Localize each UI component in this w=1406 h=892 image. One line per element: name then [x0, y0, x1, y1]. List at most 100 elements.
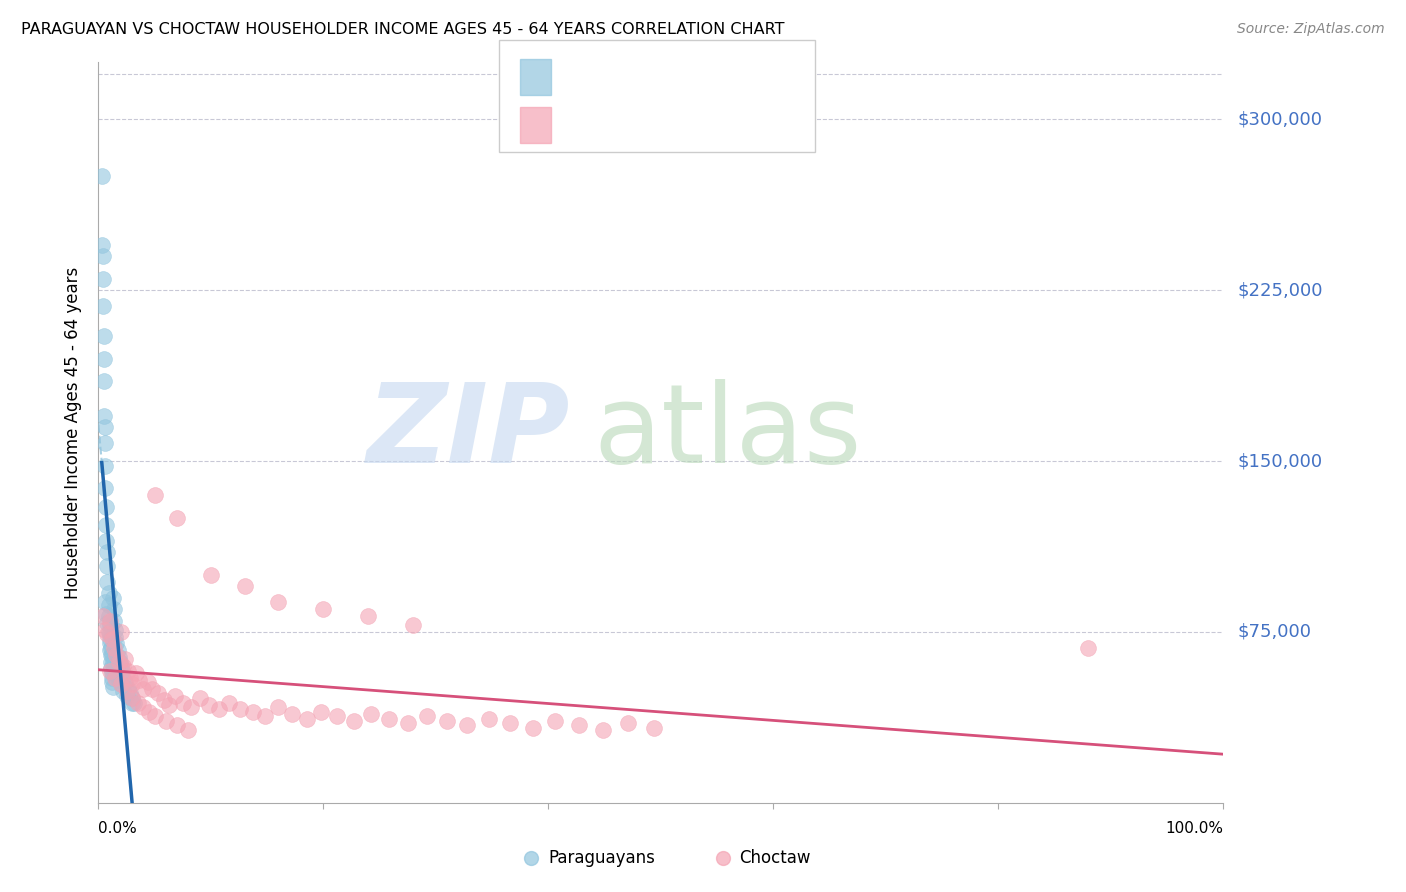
Point	[98, 627, 121, 641]
Point	[96, 545, 118, 559]
Point	[177, 723, 200, 737]
Point	[105, 636, 128, 650]
Point	[101, 675, 124, 690]
Point	[132, 700, 155, 714]
Point	[110, 659, 132, 673]
Point	[104, 671, 127, 685]
Point	[94, 482, 117, 496]
Point	[267, 700, 290, 714]
Point	[121, 696, 143, 710]
Point	[115, 689, 138, 703]
Point	[101, 655, 124, 669]
Point	[101, 648, 124, 662]
Point	[110, 677, 132, 691]
Text: $150,000: $150,000	[1237, 452, 1322, 470]
Point	[396, 716, 419, 731]
Point	[98, 614, 121, 628]
Point	[118, 686, 141, 700]
Point	[402, 618, 425, 632]
Point	[544, 714, 567, 728]
Point	[101, 665, 124, 680]
Point	[197, 698, 219, 712]
Point	[326, 709, 349, 723]
Point	[281, 706, 304, 721]
Point	[643, 721, 665, 735]
Point	[267, 595, 290, 609]
Point	[114, 675, 136, 690]
Text: atlas: atlas	[593, 379, 862, 486]
Point	[233, 579, 256, 593]
Point	[208, 702, 231, 716]
Point	[617, 716, 640, 731]
Point	[295, 712, 318, 726]
Point	[146, 686, 169, 700]
Point	[124, 696, 146, 710]
Point	[98, 664, 121, 678]
Point	[157, 698, 180, 712]
Point	[141, 681, 163, 696]
Text: ZIP: ZIP	[367, 379, 571, 486]
Point	[100, 648, 122, 662]
Point	[121, 677, 143, 691]
Point	[1077, 640, 1099, 655]
Point	[115, 684, 138, 698]
Text: R = -0.128   N = 73: R = -0.128 N = 73	[560, 120, 737, 137]
Point	[98, 632, 121, 646]
Point	[101, 671, 124, 685]
Point	[108, 655, 131, 669]
Point	[163, 689, 186, 703]
Point	[172, 696, 194, 710]
Point	[94, 595, 117, 609]
Point	[166, 718, 188, 732]
Point	[711, 796, 734, 810]
Point	[357, 609, 380, 624]
Point	[104, 630, 127, 644]
Point	[312, 602, 335, 616]
Point	[309, 705, 332, 719]
Point	[253, 709, 276, 723]
Point	[499, 716, 522, 731]
Y-axis label: Householder Income Ages 45 - 64 years: Householder Income Ages 45 - 64 years	[65, 267, 83, 599]
Point	[592, 723, 614, 737]
Point	[91, 609, 114, 624]
Point	[416, 709, 439, 723]
Point	[110, 677, 132, 691]
Point	[96, 574, 118, 589]
Point	[127, 696, 149, 710]
Point	[96, 533, 118, 548]
Point	[112, 671, 135, 685]
Point	[143, 488, 166, 502]
Point	[112, 684, 135, 698]
Text: $75,000: $75,000	[1237, 623, 1312, 641]
Point	[107, 650, 129, 665]
Point	[91, 272, 114, 286]
Text: Source: ZipAtlas.com: Source: ZipAtlas.com	[1237, 22, 1385, 37]
Point	[188, 691, 211, 706]
Point	[117, 664, 139, 678]
Point	[97, 586, 120, 600]
Point	[96, 627, 118, 641]
Point	[96, 500, 118, 514]
Point	[94, 458, 117, 473]
Point	[97, 609, 120, 624]
Point	[118, 671, 141, 685]
Point	[136, 675, 159, 690]
Point	[105, 665, 128, 680]
Text: Paraguayans: Paraguayans	[548, 849, 655, 867]
Point	[93, 351, 115, 366]
Text: 100.0%: 100.0%	[1166, 822, 1223, 837]
Point	[343, 714, 366, 728]
Point	[94, 420, 117, 434]
Point	[128, 673, 150, 687]
Point	[93, 328, 115, 343]
Point	[100, 655, 122, 669]
Point	[112, 659, 135, 673]
Text: $300,000: $300,000	[1237, 111, 1322, 128]
Point	[180, 700, 202, 714]
Point	[103, 602, 125, 616]
Point	[105, 648, 128, 662]
Point	[103, 614, 125, 628]
Point	[90, 169, 112, 184]
Point	[90, 237, 112, 252]
Point	[456, 718, 478, 732]
